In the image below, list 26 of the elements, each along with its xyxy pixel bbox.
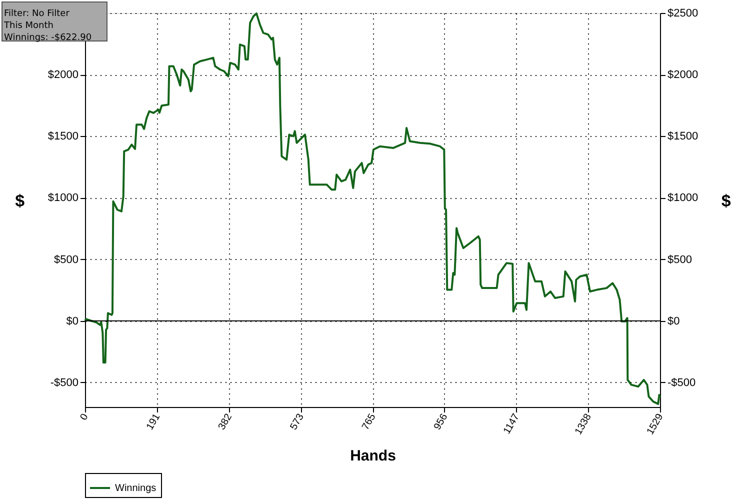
y2-tick-label: -$500: [668, 376, 696, 389]
y2-tick-label: $2500: [668, 8, 698, 20]
y-tick-label: $1500: [48, 130, 78, 143]
x-tick-label: 382: [216, 412, 235, 432]
y2-tick-label: $0: [668, 315, 680, 328]
y-tick-label: $500: [54, 254, 78, 266]
y-tick-label: $1000: [48, 192, 78, 204]
x-tick-label: 765: [360, 412, 378, 432]
x-tick-label: 0: [78, 412, 91, 422]
x-tick-label: 956: [432, 412, 450, 432]
y-tick-label: $2000: [48, 69, 78, 82]
y-axis-title: $: [15, 192, 26, 210]
y-tick-label: -$500: [50, 376, 78, 389]
x-axis-title: Hands: [350, 447, 396, 464]
text: This Month: [3, 21, 54, 31]
annotation: Winnings: -$622.90: [4, 33, 92, 43]
y2-axis-title: $: [721, 192, 732, 210]
y2-tick-label: $1500: [668, 130, 698, 143]
legend-label: Winnings: [115, 483, 156, 494]
text: Filter: No Filter: [4, 9, 70, 19]
y2-tick-label: $1000: [668, 192, 698, 204]
y2-tick-label: $2000: [668, 69, 698, 82]
y-tick-label: $0: [66, 315, 78, 328]
x-tick-label: 191: [144, 412, 163, 432]
x-tick-label: 573: [288, 412, 307, 432]
y2-tick-label: $500: [668, 254, 692, 266]
